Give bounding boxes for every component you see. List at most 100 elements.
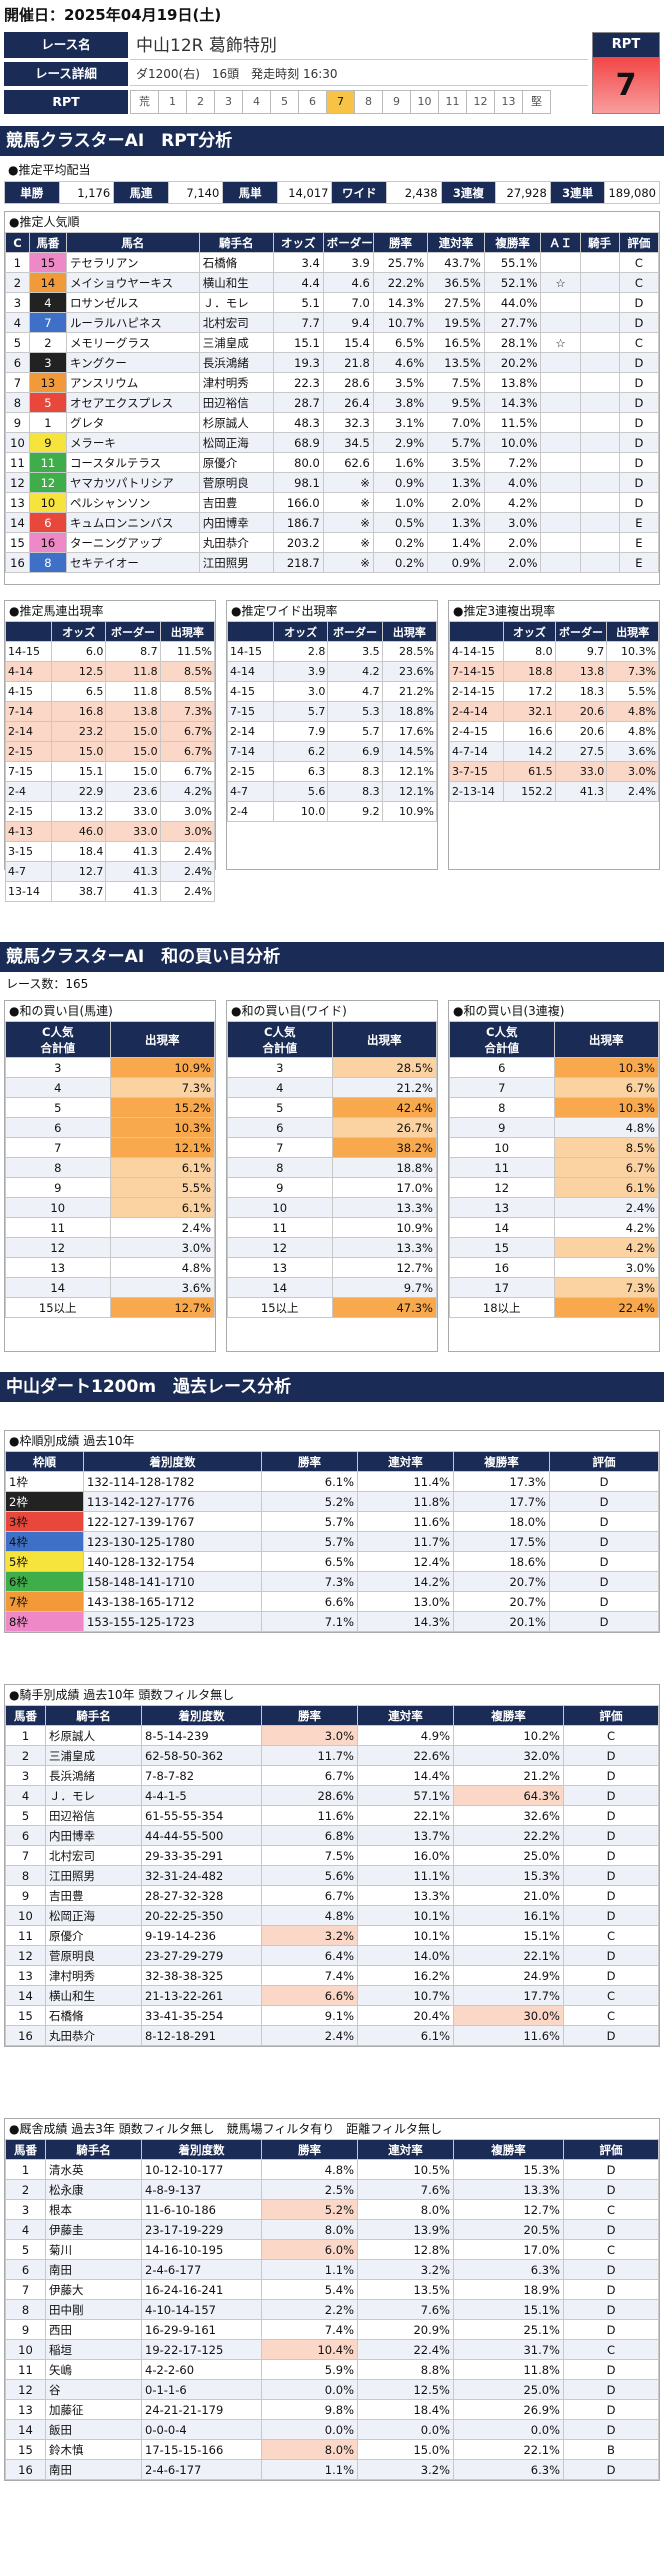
table-cell: ※ (322, 512, 374, 533)
table-cell: 2.4% (159, 861, 216, 882)
table-cell: 6.0 (50, 641, 107, 662)
table-cell: ロサンゼルス (65, 292, 200, 313)
table-row: 3 4 ロサンゼルス Ｊ．モレ 5.1 7.0 14.3% 27.5% 44.0% D (5, 292, 660, 313)
table-cell: 15 (5, 2439, 46, 2460)
table-cell: 3.9 (272, 661, 329, 682)
table-cell: 4.2 (327, 661, 383, 682)
table-cell: D (563, 1845, 659, 1866)
table-cell: 11.8 (105, 661, 161, 682)
table-cell: 9-19-14-236 (141, 1925, 262, 1946)
table-cell: 12.8% (357, 2239, 454, 2260)
table-cell: 158-148-141-1710 (83, 1571, 262, 1592)
table-cell (579, 412, 620, 433)
trainer-title: ●厩舎成績 過去3年 頭数フィルタ無し 競馬場フィルタ有り 距離フィルタ無し (9, 2122, 443, 2136)
table-cell: 8.5% (159, 661, 216, 682)
payout-type-label: 単勝 (4, 181, 60, 204)
table-cell: 12.7% (109, 1297, 215, 1318)
table-cell: 長浜鴻緒 (45, 1765, 142, 1786)
table-cell: 10.1% (357, 1925, 454, 1946)
table-cell: 7.4% (261, 2319, 358, 2340)
table-cell: 8 (449, 1097, 555, 1118)
payout-value: 1,176 (58, 181, 115, 204)
table-cell: 3 (5, 292, 30, 313)
table-cell: 8 (5, 1157, 111, 1178)
table-cell: 25.0% (453, 1845, 564, 1866)
table-cell: 6.1% (109, 1157, 215, 1178)
table-cell: 15 (5, 2005, 46, 2026)
table-cell: 9.2 (327, 801, 383, 822)
table-row: 10 9 メラーキ 松岡正海 68.9 34.5 2.9% 5.7% 10.0% D (5, 432, 660, 453)
popularity-table: C 馬番 馬名 騎手名 オッズ ボーダー 勝率 連対率 複勝率 ＡＩ 騎手 評価 1 15 テセラリアン石… (5, 232, 660, 573)
table-cell: 19.5% (427, 312, 485, 333)
table-cell: C (563, 1925, 659, 1946)
table-row: 4 Ｊ．モレ 4-4-1-5 28.6% 57.1% 64.3% D (5, 1785, 659, 1806)
table-cell: 津村明秀 (198, 372, 274, 393)
table-cell: 123-130-125-1780 (83, 1531, 262, 1552)
table-cell: C (618, 332, 660, 353)
umaren-freq-panel: ●推定馬連出現率 オッズ ボーダー 出現率 14-15 6.0 8.7 11.5% 4-14 1… (4, 600, 216, 902)
rpt-scale-cell: 2 (186, 90, 215, 114)
table-cell: 218.7 (272, 552, 324, 573)
table-cell: 13.5% (427, 352, 485, 373)
table-cell (540, 312, 581, 333)
table-cell: 17 (449, 1277, 555, 1298)
table-cell: 三浦皇成 (198, 332, 274, 353)
table-cell: 4-2-2-60 (141, 2359, 262, 2380)
jockey-header: 複勝率 (453, 1705, 564, 1726)
jockey-header: 連対率 (357, 1705, 454, 1726)
table-cell: 6.2 (272, 741, 329, 762)
table-cell: 4 (5, 1077, 111, 1098)
table-cell: 3.0% (553, 1257, 659, 1278)
payout-strip: 単勝 1,176 馬連 7,140 馬単 14,017 ワイド 2,438 3連複 27,928 3… (4, 181, 660, 204)
table-cell: 11.6% (453, 2025, 564, 2046)
table-cell: 3.0 (272, 681, 329, 702)
table-cell: 8.5% (159, 681, 216, 702)
table-cell: ルーラルハピネス (65, 312, 200, 333)
table-cell: 9 (5, 412, 30, 433)
jockey-table: 馬番 騎手名 着別度数 勝率 連対率 複勝率 評価 1 杉原誠人 8-5-14-239 3.0% 4.… (5, 1705, 659, 2046)
table-cell: 13 (227, 1257, 333, 1278)
horse-number-cell: 16 (28, 532, 67, 553)
table-row: 4 7 ルーラルハピネス 北村宏司 7.7 9.4 10.7% 19.5% 27.7% D (5, 312, 660, 333)
table-cell: 8.0% (261, 2219, 358, 2240)
table-cell: 11.4% (357, 1471, 454, 1492)
table-cell: 清水英 (45, 2159, 142, 2180)
table-cell: 18.8% (331, 1157, 437, 1178)
table-cell: 30.0% (453, 2005, 564, 2026)
table-cell: 6 (227, 1117, 333, 1138)
table-cell: 長浜鴻緒 (198, 352, 274, 373)
table-cell: 3.8% (372, 392, 429, 413)
table-row: 2-15 6.3 8.3 12.1% (227, 761, 438, 782)
table-cell: 6.1% (109, 1197, 215, 1218)
table-cell: 3.5% (427, 452, 485, 473)
table-cell (579, 292, 620, 313)
table-cell: D (549, 1551, 659, 1572)
table-cell: D (563, 1825, 659, 1846)
table-cell: 10 (5, 432, 30, 453)
horse-number-cell: 6 (28, 512, 67, 533)
table-cell: 21.8 (322, 352, 374, 373)
table-cell: セキテイオー (65, 552, 200, 573)
table-cell: 15.1 (50, 761, 107, 782)
table-row: 2-14-15 17.2 18.3 5.5% (449, 681, 659, 702)
table-cell: 根本 (45, 2199, 142, 2220)
table-cell: 17.5% (453, 1531, 550, 1552)
race-info: レース名 中山12R 葛飾特別 レース詳細 ダ1200(右) 16頭 発走時刻 … (4, 32, 660, 116)
table-cell: 29-33-35-291 (141, 1845, 262, 1866)
table-cell: 14.2% (357, 1571, 454, 1592)
table-cell: 12.1% (381, 781, 438, 802)
table-cell: 10.2% (453, 1725, 564, 1746)
table-cell: キュムロンニンバス (65, 512, 200, 533)
table-row: 2 14 メイショウヤーキス 横山和生 4.4 4.6 22.2% 36.5% 52.1% ☆ C (5, 272, 660, 293)
table-cell (540, 352, 581, 373)
table-cell: 5.9% (261, 2359, 358, 2380)
table-cell: C (563, 2239, 659, 2260)
table-cell: 23-17-19-229 (141, 2219, 262, 2240)
table-cell: D (549, 1511, 659, 1532)
table-cell: 20.7% (453, 1571, 550, 1592)
horse-number-cell: 4 (28, 292, 67, 313)
table-cell (579, 512, 620, 533)
table-cell: 44.0% (483, 292, 542, 313)
waku-header: 着別度数 (83, 1451, 262, 1472)
table-cell: Ｊ．モレ (198, 292, 274, 313)
